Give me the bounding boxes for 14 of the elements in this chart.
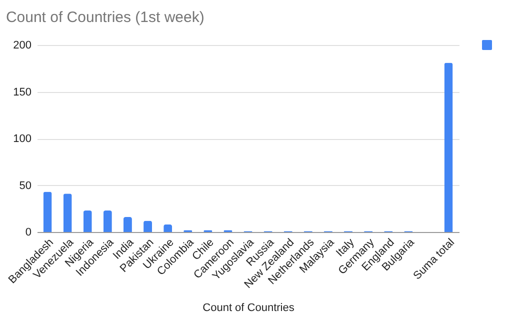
bar <box>83 210 92 232</box>
y-tick-label: 50 <box>19 180 32 192</box>
bar <box>444 62 453 232</box>
x-axis-title: Count of Countries <box>202 302 295 314</box>
y-tick-label: 200 <box>13 40 32 52</box>
bar <box>103 210 112 232</box>
y-tick-label: 0 <box>25 226 32 238</box>
chart-title: Count of Countries (1st week) <box>6 9 204 26</box>
bar <box>164 224 172 232</box>
bar <box>43 192 52 232</box>
y-tick-label: 150 <box>13 86 32 98</box>
y-tick-label: 100 <box>13 133 32 145</box>
bar <box>123 217 132 232</box>
bar <box>63 194 72 232</box>
